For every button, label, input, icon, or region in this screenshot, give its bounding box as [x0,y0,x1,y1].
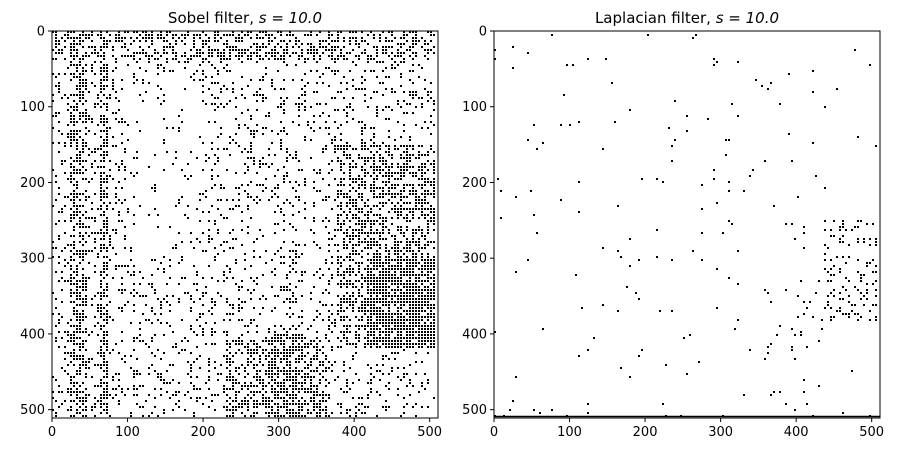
x-tick-label: 400 [342,425,367,440]
laplacian-title-prefix: Laplacian filter, [595,9,716,27]
x-tick-label: 200 [633,425,658,440]
x-tick-label: 400 [784,425,809,440]
x-tick-label: 300 [266,425,291,440]
edge-pixels [52,31,435,417]
y-tick-label: 100 [462,100,487,115]
y-tick-label: 400 [20,327,45,342]
y-tick-label: 300 [462,252,487,267]
laplacian-image-background [494,31,880,418]
laplacian-title-math: s = 10.0 [716,9,779,27]
laplacian-y-axis: 0 100 200 300 400 500 [462,25,494,418]
sobel-title: Sobel filter, s = 10.0 [168,9,322,27]
y-tick-label: 100 [20,100,45,115]
laplacian-image [494,34,880,418]
x-tick-label: 500 [859,425,884,440]
y-tick-label: 0 [479,25,487,40]
x-tick-label: 0 [490,425,498,440]
sobel-panel: Sobel filter, s = 10.0 0 100 200 300 400 500 … [20,9,442,440]
x-tick-label: 100 [557,425,582,440]
laplacian-x-axis: 0 100 200 300 400 500 [490,418,884,440]
laplacian-title: Laplacian filter, s = 10.0 [595,9,779,27]
y-tick-label: 200 [20,176,45,191]
sobel-axes-frame [51,30,439,419]
sobel-image [52,31,435,417]
x-tick-label: 300 [708,425,733,440]
x-tick-label: 100 [115,425,140,440]
y-tick-label: 200 [462,176,487,191]
y-tick-label: 500 [20,403,45,418]
sobel-y-axis: 0 100 200 300 400 500 [20,25,52,418]
y-tick-label: 300 [20,252,45,267]
sobel-title-math: s = 10.0 [259,9,322,27]
x-tick-label: 0 [48,425,56,440]
y-tick-label: 400 [462,327,487,342]
sobel-x-axis: 0 100 200 300 400 500 [48,418,442,440]
x-tick-label: 500 [417,425,442,440]
x-tick-label: 200 [191,425,216,440]
y-tick-label: 500 [462,403,487,418]
laplacian-axes-frame [493,30,881,419]
y-tick-label: 0 [37,25,45,40]
laplacian-panel: Laplacian filter, s = 10.0 0 100 200 300 400… [462,9,884,440]
sobel-title-prefix: Sobel filter, [168,9,259,27]
